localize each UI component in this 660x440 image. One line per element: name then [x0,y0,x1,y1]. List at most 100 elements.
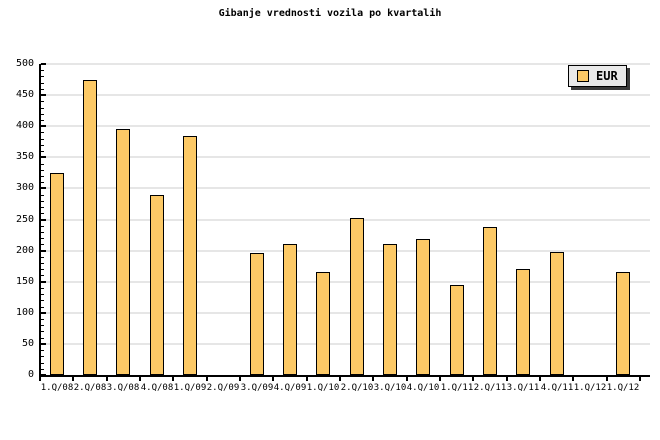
x-tick-label: 3.Q/09 [240,383,274,393]
bar [316,272,330,375]
x-tick-label: 4.Q/08 [140,383,174,393]
x-tick-label: 3.Q/08 [106,383,140,393]
gridline [40,249,650,252]
y-major-tick [41,249,46,252]
bar [150,195,164,375]
x-tick [572,377,574,381]
y-tick-label: 350 [15,151,34,163]
y-minor-tick [41,119,44,121]
x-tick [539,377,541,381]
bar [450,285,464,375]
x-tick [172,377,174,381]
x-tick [39,377,41,381]
bar [250,253,264,375]
y-major-tick [41,374,46,376]
y-minor-tick [41,194,44,196]
x-tick-label: 4.Q/11 [540,383,574,393]
y-major-tick [41,342,46,345]
legend-swatch-icon [577,70,589,82]
x-tick [239,377,241,381]
x-tick [339,377,341,381]
x-tick [439,377,441,381]
y-minor-tick [41,331,44,333]
y-minor-tick [41,287,44,289]
bar [283,244,297,375]
y-minor-tick [41,225,44,227]
x-tick-label: 2.Q/09 [206,383,240,393]
y-minor-tick [41,238,44,240]
y-minor-tick [41,138,44,140]
y-minor-tick [41,256,44,258]
bar [616,272,630,375]
y-major-tick [41,63,46,65]
x-tick-label: 4.Q/10 [406,383,440,393]
y-minor-tick [41,269,44,271]
gridline [40,311,650,314]
legend: EUR [568,65,627,87]
x-tick-label: 3.Q/10 [373,383,407,393]
y-minor-tick [41,151,44,153]
x-tick [272,377,274,381]
x-tick [206,377,208,381]
y-minor-tick [41,350,44,352]
x-tick [472,377,474,381]
y-minor-tick [41,337,44,339]
y-tick-label: 150 [15,275,34,287]
gridline [40,63,650,65]
y-minor-tick [41,88,44,90]
y-tick-label: 50 [21,337,34,349]
y-tick-label: 300 [15,182,34,194]
y-minor-tick [41,144,44,146]
y-minor-tick [41,200,44,202]
gridline [40,187,650,190]
x-tick [106,377,108,381]
bar [416,239,430,375]
x-tick-label: 2.Q/11 [473,383,507,393]
gridline [40,156,650,159]
y-major-tick [41,311,46,314]
y-minor-tick [41,300,44,302]
y-minor-tick [41,107,44,109]
x-axis [39,375,650,377]
y-minor-tick [41,368,44,370]
bar [550,252,564,375]
x-tick [72,377,74,381]
y-minor-tick [41,231,44,233]
y-minor-tick [41,70,44,72]
gridline [40,125,650,128]
y-minor-tick [41,275,44,277]
bar [83,80,97,375]
x-tick-label: 4.Q/09 [273,383,307,393]
y-major-tick [41,218,46,221]
y-minor-tick [41,182,44,184]
x-tick [406,377,408,381]
bar [116,129,130,375]
y-minor-tick [41,356,44,358]
x-tick-label: 1.Q/10 [306,383,340,393]
gridline [40,218,650,221]
y-minor-tick [41,362,44,364]
legend-label: EUR [596,69,618,83]
x-tick-label: 2.Q/10 [340,383,374,393]
y-minor-tick [41,213,44,215]
x-tick-label: 1.Q/11 [440,383,474,393]
y-minor-tick [41,207,44,209]
y-tick-label: 400 [15,120,34,132]
y-major-tick [41,280,46,283]
y-minor-tick [41,319,44,321]
y-minor-tick [41,294,44,296]
x-tick [139,377,141,381]
y-tick-label: 450 [15,89,34,101]
y-minor-tick [41,101,44,103]
gridline [40,94,650,97]
y-major-tick [41,125,46,128]
x-tick-label: 1.Q/12 [573,383,607,393]
x-tick [606,377,608,381]
bar [516,269,530,375]
y-major-tick [41,187,46,190]
y-tick-label: 500 [15,58,34,69]
x-tick [372,377,374,381]
y-minor-tick [41,263,44,265]
bar [50,173,64,375]
